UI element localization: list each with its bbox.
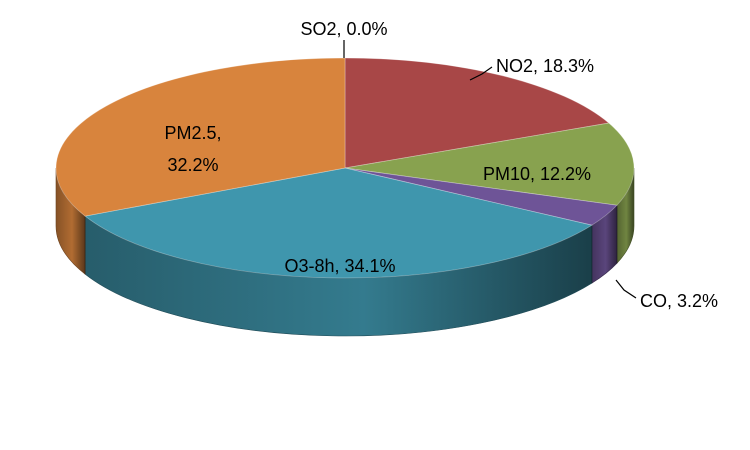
data-label-o3-8h: O3-8h, 34.1% (284, 256, 395, 276)
data-label-pm10: PM10, 12.2% (483, 164, 591, 184)
data-label-co: CO, 3.2% (640, 291, 718, 311)
data-label-pm2-5-line-1: PM2.5, (164, 123, 221, 143)
pie-sides (55, 167, 635, 337)
pie-slice-pm2-5 (55, 57, 346, 217)
pie-slice-pm10 (344, 122, 635, 206)
data-label-pm2-5-line-2: 32.2% (167, 155, 218, 175)
leader-line-no2 (469, 66, 493, 81)
pie-slice-o3-8h (84, 167, 593, 279)
data-label-so2: SO2, 0.0% (300, 19, 387, 39)
pie-slice-no2 (344, 57, 610, 169)
pie-slice-co (344, 167, 618, 226)
data-label-no2: NO2, 18.3% (496, 56, 594, 76)
pie-leader-lines (343, 40, 637, 299)
pie-labels: SO2, 0.0% NO2, 18.3% PM10, 12.2% CO, 3.2% O3… (164, 19, 718, 311)
leader-line-co (615, 279, 637, 299)
pie-tops (55, 57, 635, 279)
